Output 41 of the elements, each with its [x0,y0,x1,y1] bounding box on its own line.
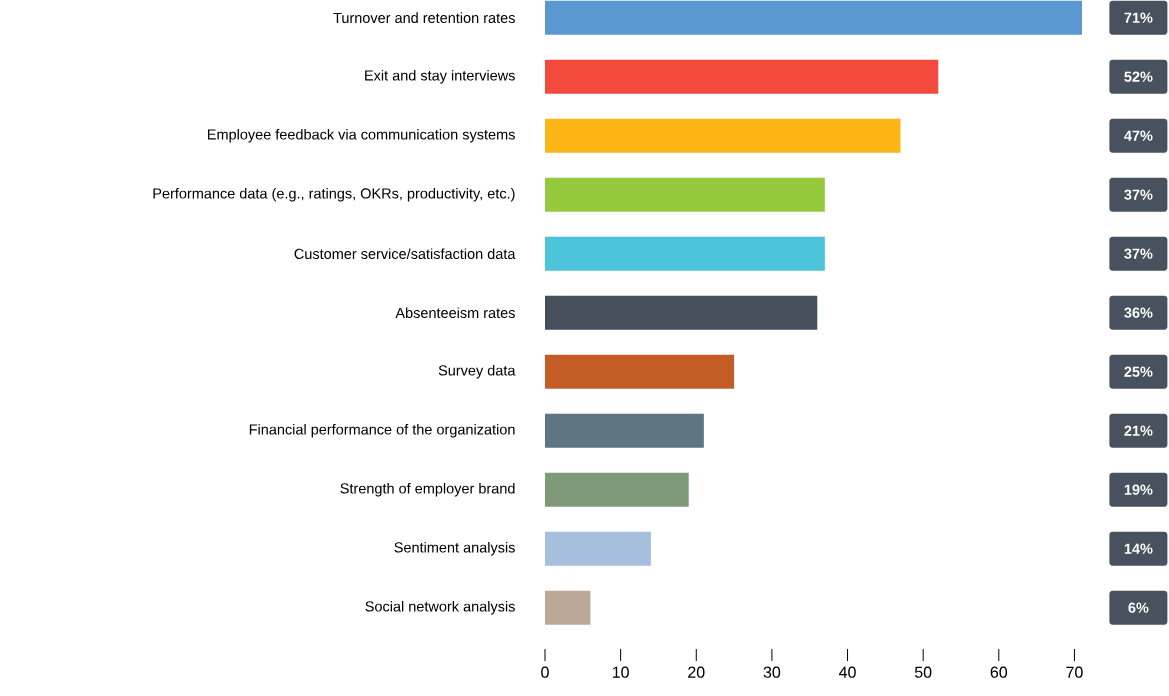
y-tick-label: Survey data [438,364,516,379]
y-tick-label: Sentiment analysis [394,541,515,556]
bar [545,59,939,94]
y-tick-label: Customer service/satisfaction data [294,248,516,260]
bar [545,354,735,389]
data-label: 37% [1124,189,1153,200]
x-tick-label: 30 [763,666,781,678]
data-label: 21% [1124,425,1153,436]
x-tick-label: 0 [541,666,549,678]
bar [545,177,825,212]
x-tick-label: 20 [688,666,705,678]
y-tick-label: Social network analysis [365,600,515,615]
bar [545,590,591,625]
data-label: 71% [1124,12,1153,23]
y-tick-label: Employee feedback via communication systems [208,128,515,143]
x-tick-label: 70 [1066,666,1083,678]
x-tick-label: 60 [990,666,1008,678]
bar [545,118,901,153]
data-label: 25% [1124,366,1153,377]
data-label: 37% [1124,248,1153,259]
data-label: 52% [1124,71,1153,82]
x-tick-label: 40 [839,666,856,678]
x-tick-label: 10 [612,666,629,678]
bar [545,0,1082,35]
data-label: 36% [1124,307,1153,318]
y-tick-label: Turnover and retention rates [333,12,515,24]
x-tick-label: 50 [914,666,932,678]
data-label: 19% [1124,484,1153,495]
y-tick-label: Financial performance of the organization [249,423,515,438]
bar [545,295,818,330]
data-label: 14% [1124,543,1153,554]
y-tick-label: Performance data (e.g., ratings, OKRs, productivity, etc.) [153,187,515,202]
y-tick-label: Exit and stay interviews [365,69,515,84]
y-tick-label: Strength of employer brand [340,482,515,497]
data-label: 6% [1128,602,1149,613]
bar [545,531,651,566]
bar [545,236,825,271]
bar [545,413,704,448]
y-tick-label: Absenteeism rates [395,307,515,319]
bar [545,472,689,507]
data-label: 47% [1124,130,1153,141]
